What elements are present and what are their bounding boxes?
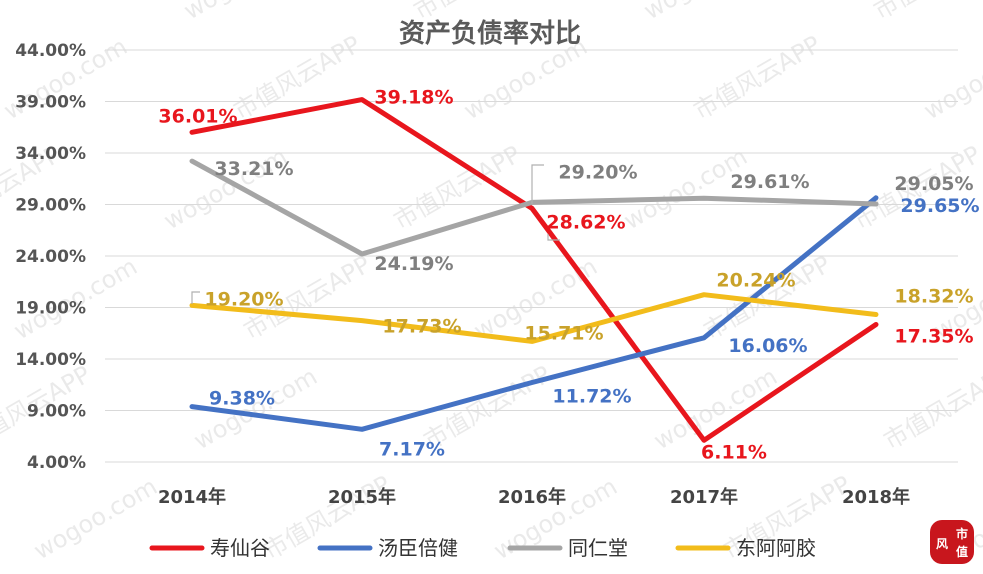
- y-tick-label: 14.00%: [15, 350, 86, 370]
- logo-char: 值: [956, 544, 968, 559]
- data-label: 33.21%: [214, 158, 293, 180]
- watermark-text: 市值风云APP: [0, 0, 85, 25]
- watermark-text: 市值风云APP: [879, 360, 983, 455]
- data-label: 9.38%: [209, 388, 275, 410]
- data-label: 29.61%: [730, 171, 809, 193]
- data-label: 29.20%: [558, 161, 637, 183]
- watermark-text: wogoo.com: [179, 0, 312, 25]
- series-line: [189, 97, 879, 443]
- legend: 寿仙谷 汤臣倍健 同仁堂 东阿阿胶: [149, 536, 816, 560]
- y-tick-label: 29.00%: [15, 196, 86, 216]
- chart-title: 资产负债率对比: [399, 18, 581, 49]
- data-label: 20.24%: [716, 270, 795, 292]
- watermark-text: wogoo.com: [639, 0, 772, 25]
- y-tick-label: 39.00%: [15, 93, 86, 113]
- x-tick-label: 2018年: [842, 486, 910, 508]
- legend-item: 同仁堂: [507, 536, 628, 560]
- data-label: 11.72%: [552, 385, 631, 407]
- x-tick-label: 2016年: [498, 486, 566, 508]
- label-leader: [547, 234, 560, 241]
- data-label: 29.05%: [894, 173, 973, 195]
- x-tick-label: 2014年: [158, 486, 226, 508]
- label-leader: [191, 291, 200, 304]
- legend-item: 汤臣倍健: [317, 536, 458, 560]
- data-label: 15.71%: [524, 322, 603, 344]
- x-tick-label: 2015年: [328, 486, 396, 508]
- x-axis: 2014年 2015年 2016年 2017年 2018年: [158, 486, 910, 508]
- y-tick-label: 9.00%: [27, 402, 86, 422]
- logo-char: 市: [956, 526, 968, 541]
- watermark-text: 市值风云APP: [259, 470, 395, 565]
- data-label: 28.62%: [546, 211, 625, 233]
- watermark-text: 市值风云APP: [869, 0, 983, 25]
- data-label: 29.65%: [900, 195, 979, 217]
- series-line: [189, 195, 879, 432]
- y-tick-label: 44.00%: [15, 41, 86, 61]
- watermark-text: 市值风云APP: [389, 140, 525, 235]
- watermark-text: wogoo.com: [919, 32, 983, 125]
- legend-item: 东阿阿胶: [675, 536, 816, 560]
- legend-item: 寿仙谷: [149, 536, 270, 560]
- y-tick-label: 34.00%: [15, 144, 86, 164]
- watermark-text: wogoo.com: [159, 142, 292, 235]
- data-label: 17.73%: [382, 316, 461, 338]
- data-label: 24.19%: [374, 253, 453, 275]
- brand-logo: 风市值: [930, 520, 974, 564]
- logo-char: 风: [936, 537, 948, 551]
- legend-label: 同仁堂: [568, 536, 628, 560]
- data-label: 6.11%: [701, 441, 767, 463]
- data-label: 19.20%: [204, 288, 283, 310]
- data-label: 16.06%: [728, 335, 807, 357]
- data-label: 7.17%: [379, 438, 445, 460]
- logo-badge: [930, 520, 974, 564]
- watermark-text: wogoo.com: [29, 472, 162, 565]
- y-tick-label: 4.00%: [27, 453, 86, 473]
- data-label: 36.01%: [158, 105, 237, 127]
- watermark-text: 市值风云APP: [689, 30, 825, 125]
- legend-label: 汤臣倍健: [378, 536, 458, 560]
- y-axis: 44.00% 39.00% 34.00% 29.00% 24.00% 19.00% 14.0…: [15, 41, 86, 473]
- legend-label: 寿仙谷: [210, 536, 270, 560]
- data-label: 17.35%: [894, 325, 973, 347]
- label-leader: [531, 164, 544, 204]
- data-label: 18.32%: [894, 286, 973, 308]
- y-tick-label: 19.00%: [15, 299, 86, 319]
- legend-label: 东阿阿胶: [736, 536, 816, 560]
- y-tick-label: 24.00%: [15, 247, 86, 267]
- data-label: 39.18%: [374, 87, 453, 109]
- x-tick-label: 2017年: [670, 486, 738, 508]
- data-labels: 36.01% 39.18% 28.62% 6.11% 17.35% 9.38% 7.17% 1…: [158, 87, 979, 464]
- series-line: [189, 292, 879, 344]
